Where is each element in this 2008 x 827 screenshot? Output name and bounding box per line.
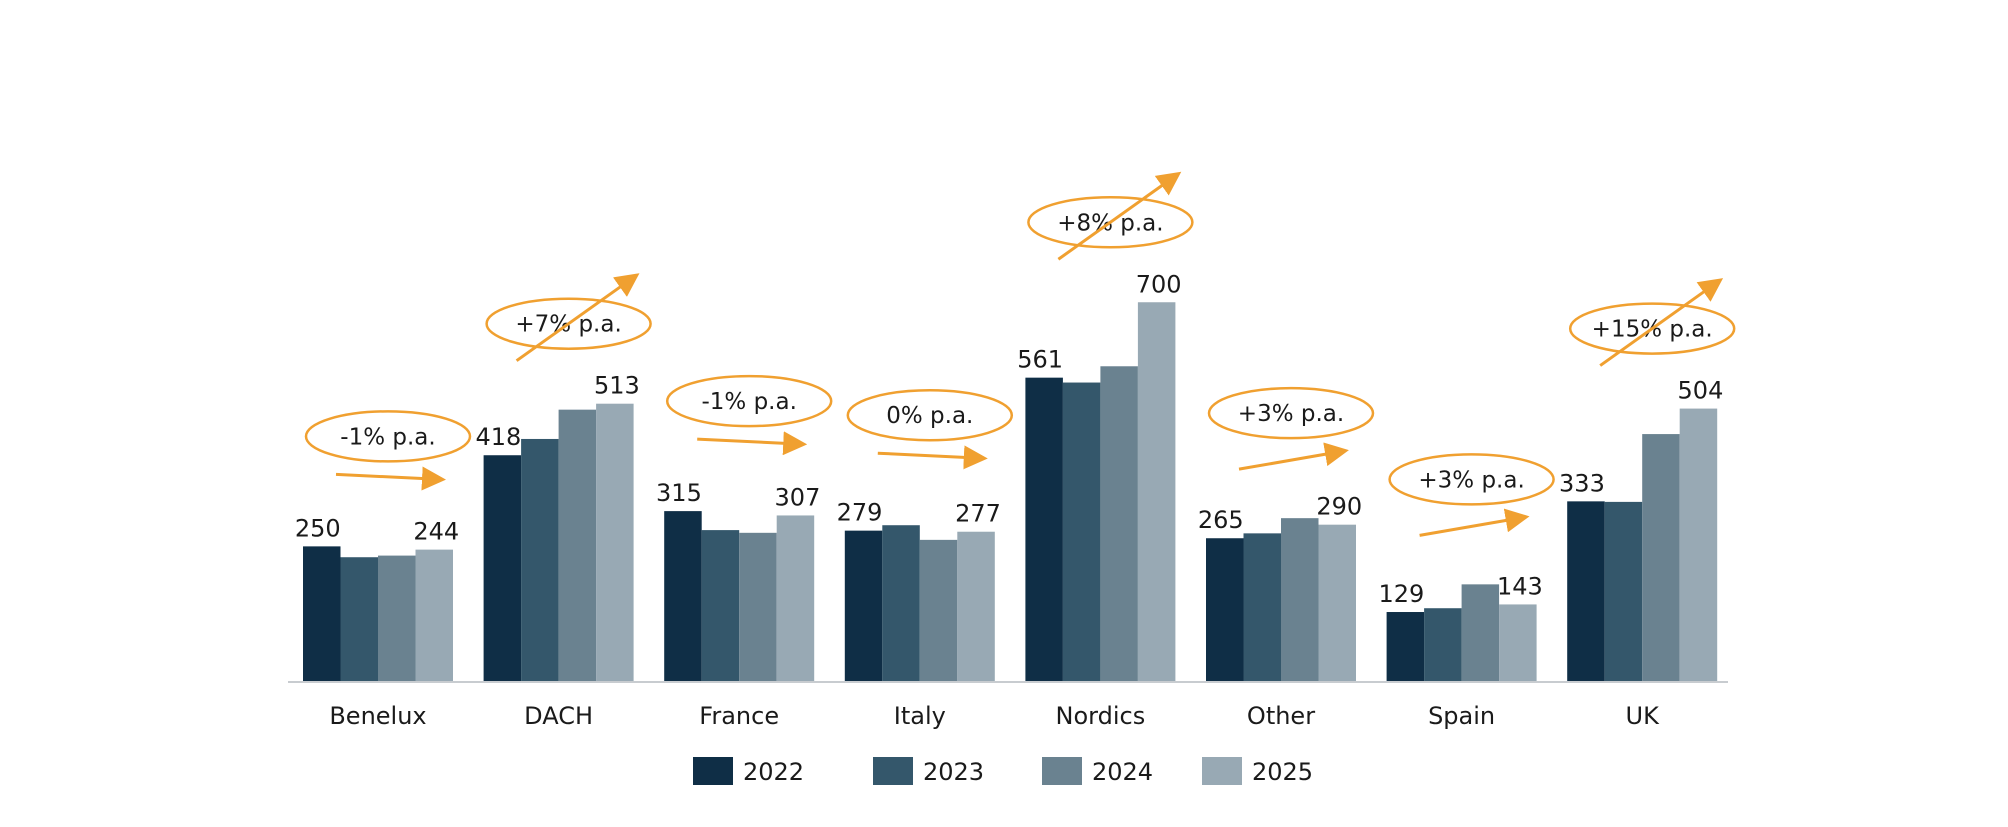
- x-tick-label-benelux: Benelux: [329, 702, 426, 730]
- legend-label-2023: 2023: [923, 758, 984, 786]
- bar-other-2025: [1318, 524, 1356, 682]
- data-label-dach-2022: 418: [475, 423, 521, 451]
- bar-uk-2025: [1679, 408, 1718, 682]
- x-tick-label-other: Other: [1247, 702, 1315, 730]
- bar-benelux-2023: [340, 557, 378, 682]
- growth-arrow-dach: [515, 273, 640, 362]
- bar-other-2024: [1281, 518, 1319, 682]
- bar-spain-2022: [1386, 612, 1425, 682]
- growth-arrow-uk: [1599, 278, 1724, 367]
- bar-benelux-2025: [415, 549, 453, 682]
- growth-ellipse-uk: [1568, 302, 1736, 355]
- growth-arrow-spain: [1419, 508, 1530, 537]
- x-tick-label-uk: UK: [1626, 702, 1661, 730]
- growth-ellipse-spain: [1388, 453, 1555, 506]
- bar-dach-2024: [558, 409, 597, 682]
- bar-nordics-2022: [1025, 377, 1063, 682]
- growth-ellipse-dach: [485, 297, 652, 350]
- data-label-france-2022: 315: [656, 479, 702, 507]
- x-tick-label-italy: Italy: [894, 702, 946, 730]
- growth-arrow-nordics: [1057, 171, 1182, 261]
- growth-arrow-other: [1238, 442, 1349, 471]
- bar-dach-2025: [596, 403, 634, 682]
- bar-nordics-2023: [1062, 382, 1101, 682]
- data-label-benelux-2025: 244: [413, 518, 459, 546]
- data-label-uk-2022: 333: [1559, 469, 1605, 497]
- legend-swatch-2023: [873, 757, 913, 785]
- x-tick-label-nordics: Nordics: [1056, 702, 1146, 730]
- bar-spain-2024: [1461, 584, 1500, 682]
- bar-italy-2025: [957, 531, 995, 682]
- bar-dach-2023: [521, 438, 559, 682]
- x-tick-label-spain: Spain: [1428, 702, 1495, 730]
- legend-swatch-2025: [1202, 757, 1242, 785]
- bar-nordics-2025: [1137, 302, 1176, 682]
- bar-spain-2023: [1424, 608, 1462, 682]
- bar-benelux-2022: [303, 546, 341, 682]
- x-tick-label-france: France: [699, 702, 779, 730]
- data-label-benelux-2022: 250: [295, 514, 341, 542]
- legend-swatch-2024: [1042, 757, 1082, 785]
- bar-italy-2023: [882, 525, 920, 682]
- legend-label-2022: 2022: [743, 758, 804, 786]
- growth-label-benelux: -1% p.a.: [340, 424, 435, 450]
- data-label-spain-2025: 143: [1497, 572, 1543, 600]
- bar-france-2023: [701, 530, 740, 682]
- data-label-spain-2022: 129: [1378, 580, 1424, 608]
- growth-ellipse-other: [1207, 386, 1375, 440]
- data-label-other-2025: 290: [1316, 493, 1362, 521]
- bar-spain-2025: [1499, 604, 1537, 682]
- growth-arrow-france: [697, 431, 808, 456]
- bar-uk-2022: [1567, 501, 1605, 682]
- growth-arrow-italy: [877, 445, 988, 470]
- data-label-italy-2025: 277: [955, 500, 1001, 528]
- bar-france-2022: [664, 511, 702, 682]
- legend-label-2025: 2025: [1252, 758, 1313, 786]
- bar-other-2022: [1206, 538, 1244, 682]
- data-label-italy-2022: 279: [837, 499, 883, 527]
- growth-ellipse-france: [665, 374, 833, 428]
- growth-label-italy: 0% p.a.: [886, 403, 973, 429]
- growth-ellipse-nordics: [1027, 196, 1194, 249]
- bar-uk-2024: [1642, 434, 1680, 682]
- growth-arrow-benelux: [335, 466, 446, 491]
- data-label-france-2025: 307: [775, 483, 821, 511]
- bar-italy-2024: [919, 539, 958, 682]
- bar-italy-2022: [844, 530, 883, 682]
- growth-label-spain: +3% p.a.: [1418, 467, 1524, 493]
- data-label-nordics-2022: 561: [1017, 346, 1063, 374]
- data-label-uk-2025: 504: [1678, 377, 1724, 405]
- bar-uk-2023: [1604, 501, 1643, 682]
- bar-dach-2022: [483, 455, 522, 682]
- data-label-nordics-2025: 700: [1136, 270, 1182, 298]
- data-label-dach-2025: 513: [594, 372, 640, 400]
- x-tick-label-dach: DACH: [524, 702, 593, 730]
- bar-france-2024: [739, 532, 777, 682]
- bar-other-2023: [1243, 533, 1281, 682]
- bar-benelux-2024: [378, 555, 416, 682]
- growth-label-other: +3% p.a.: [1238, 401, 1344, 427]
- data-label-other-2022: 265: [1198, 506, 1244, 534]
- growth-ellipse-benelux: [304, 410, 472, 463]
- bar-france-2025: [776, 515, 815, 682]
- legend-swatch-2022: [693, 757, 733, 785]
- legend-label-2024: 2024: [1092, 758, 1153, 786]
- bar-nordics-2024: [1100, 366, 1138, 682]
- growth-label-france: -1% p.a.: [701, 389, 796, 415]
- growth-ellipse-italy: [846, 388, 1014, 442]
